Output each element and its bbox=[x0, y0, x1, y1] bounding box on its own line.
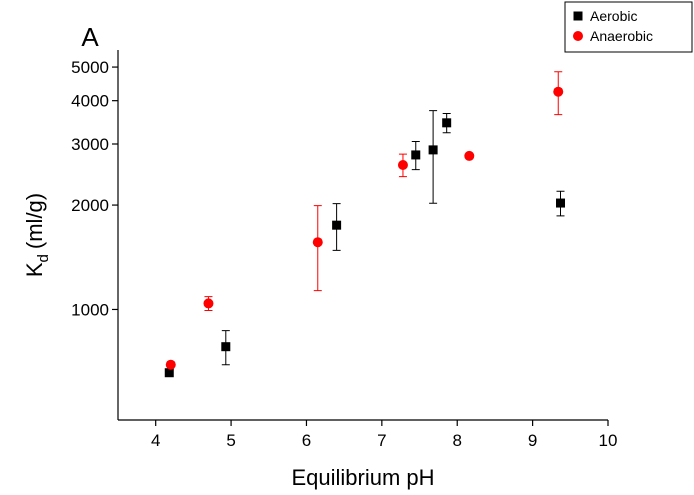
y-tick-label: 4000 bbox=[71, 92, 109, 111]
error-bar bbox=[429, 110, 438, 204]
x-tick-label: 5 bbox=[226, 431, 235, 450]
x-tick-label: 7 bbox=[377, 431, 386, 450]
point bbox=[411, 150, 421, 160]
point bbox=[428, 145, 438, 155]
y-axis-label: Kd (ml/g) bbox=[22, 193, 52, 277]
y-tick-label: 5000 bbox=[71, 58, 109, 77]
point bbox=[397, 159, 408, 170]
point bbox=[221, 342, 231, 352]
x-tick-label: 6 bbox=[302, 431, 311, 450]
x-axis-label: Equilibrium pH bbox=[291, 465, 434, 490]
legend-label: Anaerobic bbox=[590, 28, 653, 44]
legend-box bbox=[564, 1, 693, 53]
point bbox=[556, 198, 566, 208]
x-tick-label: 10 bbox=[599, 431, 618, 450]
legend-marker bbox=[573, 11, 583, 21]
y-axis-label-sub: d bbox=[35, 254, 52, 262]
point bbox=[332, 220, 342, 230]
panel-label: A bbox=[81, 22, 99, 52]
legend-marker bbox=[573, 31, 583, 41]
point bbox=[464, 150, 475, 161]
y-tick-label: 1000 bbox=[71, 300, 109, 319]
legend-label: Aerobic bbox=[590, 8, 637, 24]
x-tick-label: 4 bbox=[151, 431, 160, 450]
point bbox=[312, 237, 323, 248]
y-axis-label-unit: (ml/g) bbox=[22, 193, 47, 249]
point bbox=[203, 298, 214, 309]
y-tick-label: 2000 bbox=[71, 196, 109, 215]
x-tick-label: 9 bbox=[528, 431, 537, 450]
error-bar bbox=[313, 205, 322, 292]
point bbox=[164, 368, 174, 378]
point bbox=[165, 359, 176, 370]
point bbox=[553, 86, 564, 97]
x-tick-label: 8 bbox=[452, 431, 461, 450]
y-tick-label: 3000 bbox=[71, 135, 109, 154]
point bbox=[442, 118, 452, 128]
y-axis-label-main: K bbox=[22, 262, 47, 277]
